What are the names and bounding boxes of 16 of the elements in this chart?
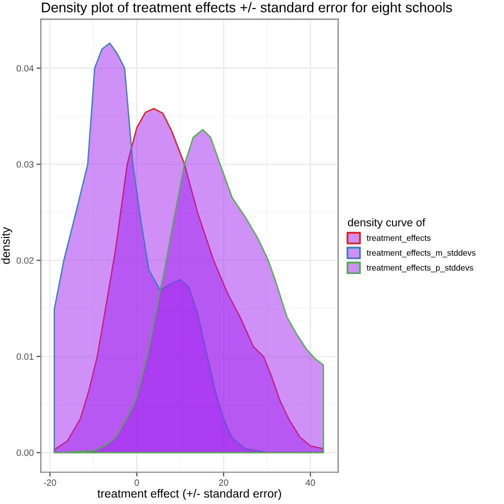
x-tick-label: -20 [44, 479, 56, 486]
legend-title: density curve of [348, 218, 426, 229]
y-axis-title: density [1, 227, 12, 264]
legend-label: treatment_effects_p_stddevs [366, 264, 474, 272]
y-tick-label: 0.04 [16, 65, 34, 72]
y-tick-label: 0.00 [16, 450, 34, 456]
legend-label: treatment_effects [366, 234, 431, 242]
legend-label: treatment_effects_m_stddevs [366, 250, 476, 258]
x-tick-label: 40 [306, 479, 316, 486]
y-tick-label: 0.02 [16, 257, 34, 264]
x-axis-title: treatment effect (+/- standard error) [97, 488, 282, 500]
x-tick-label: 0 [134, 479, 139, 486]
y-tick-label: 0.01 [16, 353, 34, 360]
chart-title: Density plot of treatment effects +/- standard error for eight schools [42, 2, 452, 16]
y-tick-label: 0.03 [16, 161, 34, 168]
x-tick-label: 20 [219, 479, 228, 486]
